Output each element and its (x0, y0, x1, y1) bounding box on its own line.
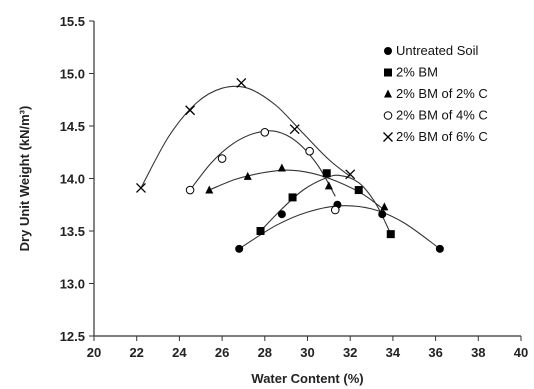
data-point-filled-circle (435, 244, 444, 253)
legend-label: 2% BM of 4% C (396, 108, 488, 123)
x-tick-label: 30 (300, 345, 314, 360)
legend-marker-filled-triangle (384, 89, 392, 98)
data-point-filled-square (322, 169, 331, 178)
y-axis-title: Dry Unit Weight (kN/m³) (17, 106, 32, 252)
x-tick-label: 40 (514, 345, 528, 360)
y-tick-label: 13.5 (60, 224, 85, 239)
data-point-cross (185, 105, 196, 116)
x-tick-label: 24 (172, 345, 187, 360)
data-point-filled-square (288, 193, 297, 202)
data-point-cross (345, 169, 356, 180)
y-tick-label: 12.5 (60, 329, 85, 344)
trend-curve-filled-square (260, 174, 392, 235)
data-point-cross (136, 182, 146, 193)
data-point-open-circle (260, 128, 270, 137)
legend-label: 2% BM of 6% C (396, 129, 488, 144)
data-point-open-circle (330, 205, 340, 215)
data-point-filled-square (386, 230, 395, 239)
data-point-open-circle (185, 185, 195, 195)
data-point-filled-triangle (324, 181, 333, 190)
data-point-cross (289, 124, 300, 135)
axis-ticks: 20 22 24 26 28 30 32 34 36 38 40 12.5 13.0 13.5 14.0 14… (60, 14, 529, 360)
legend-marker-filled-circle (384, 47, 392, 55)
x-tick-label: 38 (471, 345, 485, 360)
trend-curve-cross (140, 85, 351, 189)
data-point-filled-triangle (277, 163, 286, 172)
legend-label: 2% BM (396, 65, 438, 80)
data-markers (136, 77, 444, 253)
y-tick-label: 13.0 (60, 277, 85, 292)
x-tick-label: 20 (87, 345, 101, 360)
legend-label: 2% BM of 2% C (396, 86, 488, 101)
data-point-filled-triangle (205, 185, 214, 194)
y-tick-label: 15.5 (60, 14, 85, 29)
x-tick-label: 34 (386, 345, 401, 360)
plot-frame (93, 21, 521, 337)
x-tick-label: 32 (343, 345, 357, 360)
data-point-filled-square (256, 227, 265, 235)
x-tick-label: 22 (129, 345, 143, 360)
legend-marker-filled-square (384, 68, 392, 77)
x-axis-title: Water Content (%) (251, 371, 363, 386)
y-tick-label: 14.0 (60, 172, 85, 187)
x-tick-label: 28 (258, 345, 272, 360)
data-point-filled-circle (235, 244, 244, 253)
legend: Untreated Soil 2% BM 2% BM of 2% C 2% BM of… (383, 43, 488, 144)
data-point-filled-square (354, 186, 363, 195)
data-point-cross (236, 77, 247, 88)
data-point-filled-triangle (243, 171, 252, 180)
legend-marker-open-circle (383, 111, 393, 120)
data-point-open-circle (305, 146, 314, 156)
y-tick-label: 14.5 (60, 119, 85, 134)
legend-label: Untreated Soil (396, 43, 478, 58)
data-point-filled-circle (277, 210, 286, 219)
legend-marker-cross (383, 132, 393, 142)
x-tick-label: 36 (428, 345, 442, 360)
data-point-filled-circle (378, 210, 387, 219)
y-tick-label: 15.0 (60, 67, 85, 82)
x-tick-label: 26 (215, 345, 229, 360)
trend-curve-open-circle (189, 130, 336, 197)
trend-curve-filled-circle (238, 205, 441, 250)
data-point-filled-triangle (380, 202, 389, 211)
data-point-open-circle (217, 154, 227, 163)
